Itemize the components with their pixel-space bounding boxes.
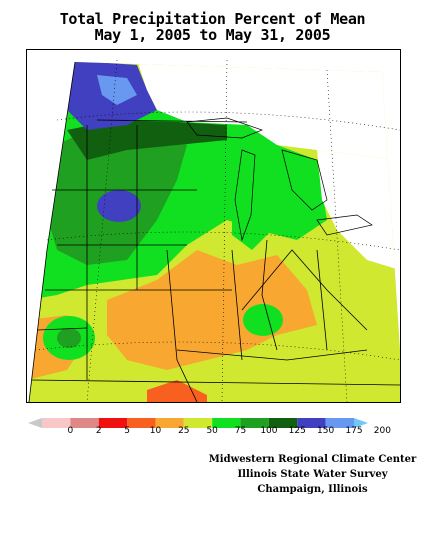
precip-region-extreme-high-nw: [97, 75, 137, 105]
legend-swatch: [212, 418, 241, 428]
precip-region-dry-central: [107, 250, 317, 370]
legend-swatch: [127, 418, 156, 428]
legend-label: 200: [373, 426, 391, 436]
credit-line3: Champaign, Illinois: [257, 484, 368, 495]
credit-line1: Midwestern Regional Climate Center: [208, 454, 417, 465]
legend-label: 25: [178, 426, 190, 436]
legend-label: 100: [260, 426, 278, 436]
legend-label: 150: [317, 426, 335, 436]
legend-swatch: [155, 418, 184, 428]
legend-swatch: [240, 418, 269, 428]
credit-line2: Illinois State Water Survey: [237, 469, 388, 480]
legend-colorbar: [28, 418, 368, 428]
no-data-region-canada: [137, 62, 400, 160]
legend-swatch: [183, 418, 213, 428]
legend-swatch: [325, 418, 354, 428]
precip-region-very-dry-south: [147, 380, 207, 402]
precip-region-wet-sw: [57, 328, 81, 348]
legend-swatch: [297, 418, 326, 428]
legend-label: 0: [67, 426, 74, 436]
no-data-region-ne: [317, 150, 400, 270]
map-title-line1: Total Precipitation Percent of Mean: [59, 10, 366, 28]
legend-swatch: [70, 418, 99, 428]
precip-region-moist-oh: [243, 304, 283, 336]
legend-arrow-high: [354, 418, 368, 428]
color-legend: 0 2 5 10 25 50 75 100 125 150 175 200: [28, 414, 398, 440]
legend-label: 2: [95, 426, 102, 436]
legend-swatch: [42, 418, 71, 428]
legend-label: 5: [124, 426, 130, 436]
precip-region-very-wet: [67, 120, 227, 160]
map-title-line2: May 1, 2005 to May 31, 2005: [94, 26, 331, 44]
precip-region-moist-michigan: [232, 180, 272, 250]
legend-label: 125: [288, 426, 306, 436]
state-boundaries: [28, 61, 400, 402]
legend-arrow-low: [28, 418, 42, 428]
legend-label: 10: [149, 426, 162, 436]
precipitation-map: [26, 49, 401, 403]
legend-label: 50: [206, 426, 218, 436]
great-lakes: [186, 117, 373, 242]
latlon-grid: [34, 59, 400, 402]
legend-label: 175: [345, 426, 363, 436]
legend-swatch: [98, 418, 128, 428]
precip-region-extreme-mn: [97, 190, 141, 222]
legend-label: 75: [234, 426, 247, 436]
legend-swatch: [268, 418, 298, 428]
